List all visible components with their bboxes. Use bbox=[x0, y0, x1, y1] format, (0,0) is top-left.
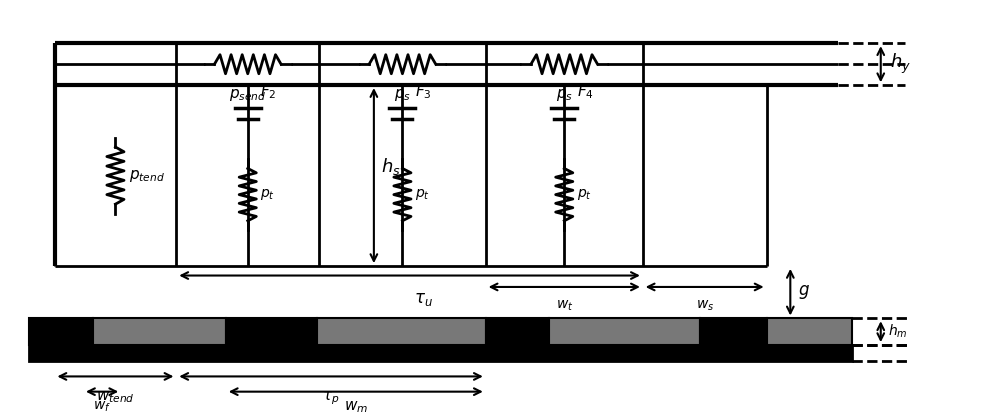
Bar bbox=[700, 318, 767, 345]
Text: $w_f$: $w_f$ bbox=[93, 399, 111, 414]
Text: $F_2$: $F_2$ bbox=[260, 83, 277, 102]
Text: $p_s$: $p_s$ bbox=[394, 87, 411, 103]
Text: $w_m$: $w_m$ bbox=[344, 399, 368, 415]
Text: $h_s$: $h_s$ bbox=[381, 156, 401, 176]
Text: $w_{tend}$: $w_{tend}$ bbox=[96, 390, 135, 406]
Bar bbox=[93, 318, 226, 345]
Text: $p_t$: $p_t$ bbox=[415, 187, 430, 202]
Text: $h_m$: $h_m$ bbox=[888, 323, 908, 340]
Bar bbox=[29, 318, 93, 345]
Text: $F_3$: $F_3$ bbox=[415, 83, 431, 102]
Text: $\tau_p$: $\tau_p$ bbox=[322, 390, 340, 407]
Text: $w_s$: $w_s$ bbox=[696, 298, 714, 313]
Text: $p_{send}$: $p_{send}$ bbox=[229, 87, 266, 103]
Text: $\tau_u$: $\tau_u$ bbox=[414, 290, 433, 308]
Text: $p_t$: $p_t$ bbox=[577, 187, 592, 202]
Text: $p_{tend}$: $p_{tend}$ bbox=[129, 168, 165, 183]
Bar bbox=[767, 318, 852, 345]
Text: $w_t$: $w_t$ bbox=[556, 298, 573, 313]
Text: $F_4$: $F_4$ bbox=[577, 83, 594, 102]
Text: $h_y$: $h_y$ bbox=[890, 52, 911, 76]
Bar bbox=[486, 318, 549, 345]
Bar bbox=[317, 318, 486, 345]
Text: $p_s$: $p_s$ bbox=[556, 87, 573, 103]
Bar bbox=[29, 345, 852, 361]
Bar bbox=[549, 318, 700, 345]
Text: $p_t$: $p_t$ bbox=[260, 187, 275, 202]
Text: $g$: $g$ bbox=[798, 283, 810, 301]
Bar bbox=[226, 318, 317, 345]
